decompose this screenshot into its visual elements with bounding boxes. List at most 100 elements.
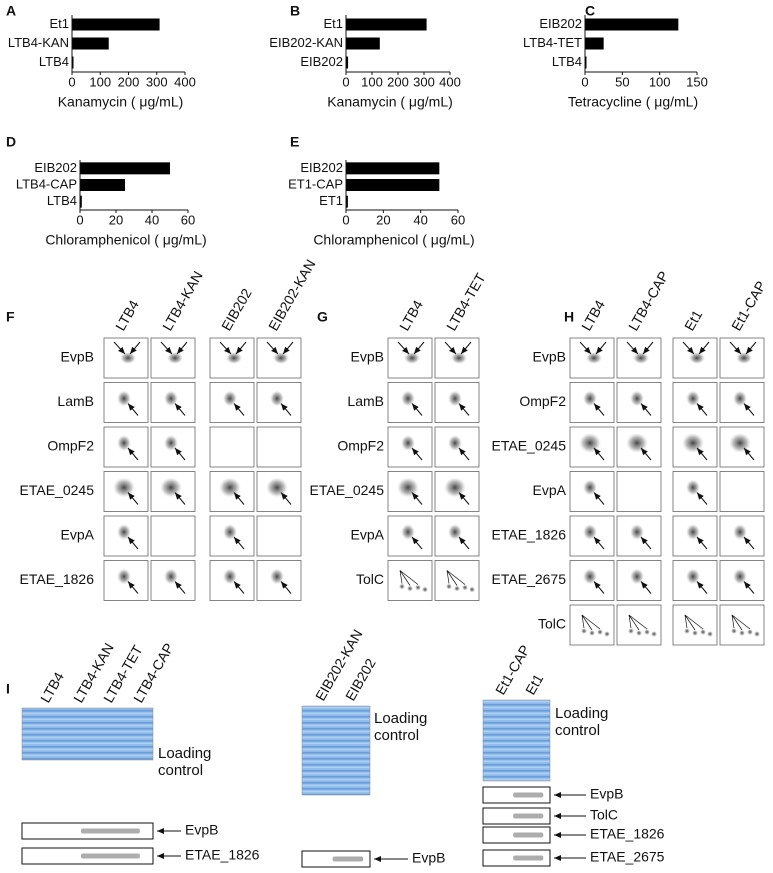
bar (346, 179, 440, 191)
arrow (458, 492, 470, 505)
arrow (642, 341, 654, 355)
row-label: EvpB (61, 349, 94, 365)
spot (448, 524, 462, 540)
arrow (233, 581, 245, 594)
arrow (743, 581, 755, 594)
spot (630, 390, 644, 407)
panel-letter: E (290, 134, 299, 150)
spot (626, 433, 648, 453)
x-tick-label: 60 (451, 212, 465, 227)
arrow (127, 447, 139, 461)
arrow (411, 492, 423, 505)
band-label: TolC (590, 807, 618, 823)
row-label: ETAE_0245 (20, 482, 95, 498)
arrow (626, 341, 639, 355)
panel-letter: G (317, 309, 328, 325)
arrow (640, 403, 652, 416)
x-tick-label: 0 (68, 74, 75, 89)
spot (160, 477, 182, 498)
spot (583, 479, 597, 496)
x-tick-label: 50 (615, 74, 629, 89)
arrow (282, 341, 294, 355)
spot (686, 524, 700, 540)
x-tick-label: 150 (686, 74, 708, 89)
category-label: LTB4-CAP (16, 176, 77, 191)
spot (219, 477, 241, 498)
spot (729, 433, 751, 453)
row-label: EvpA (351, 527, 385, 543)
arrow (174, 492, 186, 505)
gel-box (434, 560, 480, 601)
panel-letter: A (6, 3, 16, 19)
lane-label: LTB4 (37, 669, 67, 705)
arrow (174, 447, 186, 461)
panel-letter: F (6, 309, 15, 325)
row-label: OmpF2 (337, 438, 384, 454)
x-tick-label: 200 (387, 74, 409, 89)
lane-label: Et1 (681, 307, 705, 333)
arrow (176, 341, 188, 355)
x-tick-label: 0 (342, 74, 349, 89)
arrow (127, 492, 139, 505)
x-tick-label: 40 (413, 212, 427, 227)
arrow (743, 536, 755, 550)
spot (422, 586, 428, 593)
category-label: EIB202-KAN (269, 35, 343, 50)
row-label: ETAE_1826 (20, 571, 95, 587)
arrow (696, 403, 708, 416)
arrow (413, 341, 425, 355)
band-label: EvpB (590, 786, 623, 802)
band (513, 832, 544, 838)
loading-gel (21, 707, 154, 761)
row-label: OmpF2 (519, 393, 566, 409)
spot (684, 628, 690, 634)
spot (270, 390, 284, 407)
spot (651, 631, 657, 637)
gel-box (209, 426, 255, 468)
bar (346, 162, 440, 175)
loading-gel (482, 699, 551, 782)
x-axis-label: Chloramphenicol ( μg/mL) (45, 232, 206, 248)
arrow (684, 614, 688, 629)
spot (633, 352, 649, 364)
loading-label: Loading control (374, 710, 428, 744)
panel-letter: C (585, 3, 595, 19)
category-label: ET1-CAP (288, 176, 343, 191)
band-label: ETAE_1826 (590, 826, 665, 842)
spot (636, 630, 642, 636)
gel-box (616, 471, 662, 512)
arrow (235, 341, 247, 355)
arrow (696, 447, 708, 461)
arrow (446, 570, 458, 586)
x-axis-label: Kanamycin ( μg/mL) (327, 94, 453, 110)
row-label: EvpB (533, 349, 566, 365)
spot (454, 585, 460, 592)
band-label: EvpB (412, 850, 445, 866)
lane-label: LTB4-TET (443, 270, 489, 333)
arrow (233, 492, 245, 505)
spot (597, 629, 603, 635)
spot (700, 629, 706, 635)
x-tick-label: 100 (89, 74, 111, 89)
lane-label: Et1 (522, 671, 546, 697)
row-label: OmpF2 (47, 438, 94, 454)
spot (731, 628, 737, 634)
category-label: LTB4 (552, 54, 582, 69)
arrow (640, 536, 652, 550)
loading-text: Loading control (374, 710, 428, 744)
lane-label: LTB4 (112, 297, 142, 333)
spot (586, 352, 602, 364)
loading-gel (301, 705, 371, 796)
arrow (444, 341, 457, 355)
arrow (684, 614, 696, 631)
arrow (640, 581, 652, 594)
x-tick-label: 100 (361, 74, 383, 89)
loading-text: Loading control (555, 705, 609, 739)
bar (80, 179, 125, 191)
x-axis-label: Tetracycline ( μg/mL) (568, 94, 698, 110)
band (80, 828, 140, 834)
row-label: ETAE_1826 (492, 527, 567, 543)
arrow (160, 341, 173, 355)
spot (113, 477, 135, 498)
